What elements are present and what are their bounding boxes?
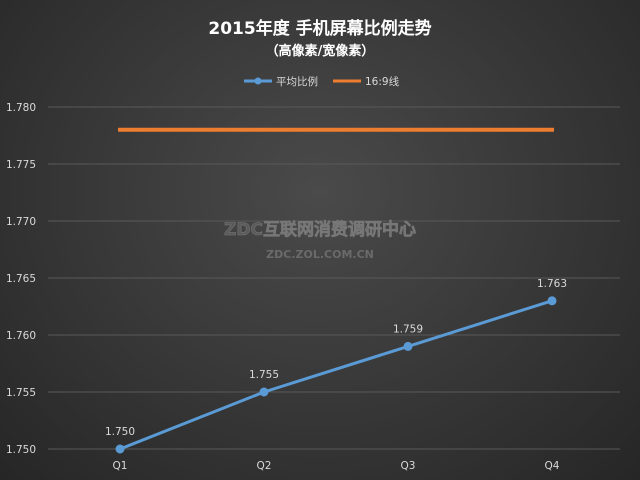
x-tick-label: Q3 xyxy=(401,460,416,472)
y-tick-label: 1.760 xyxy=(6,330,36,342)
data-label: 1.759 xyxy=(393,323,423,335)
y-axis-ticks: 1.750 1.755 1.760 1.765 1.770 1.775 1.780 xyxy=(6,102,36,456)
y-tick-label: 1.750 xyxy=(6,444,36,456)
series xyxy=(115,127,557,454)
chart-subtitle: （高像素/宽像素） xyxy=(266,43,375,59)
x-tick-label: Q2 xyxy=(257,460,272,472)
watermark-line1: ZDC互联网消费调研中心 xyxy=(224,219,416,240)
y-tick-label: 1.770 xyxy=(6,216,36,228)
series-line-average xyxy=(118,299,554,451)
gridlines xyxy=(48,106,620,450)
data-point xyxy=(547,296,557,306)
watermark-line2: ZDC.ZOL.COM.CN xyxy=(266,248,374,261)
data-point xyxy=(259,387,269,397)
legend-marker-average xyxy=(254,77,262,85)
y-tick-label: 1.755 xyxy=(6,387,36,399)
x-tick-label: Q1 xyxy=(113,460,128,472)
y-tick-label: 1.775 xyxy=(6,159,36,171)
x-axis-ticks: Q1 Q2 Q3 Q4 xyxy=(113,460,560,472)
watermark: ZDC互联网消费调研中心 ZDC.ZOL.COM.CN xyxy=(224,219,417,261)
data-point xyxy=(403,341,413,351)
x-tick-label: Q4 xyxy=(545,460,560,472)
legend: 平均比例 16:9线 xyxy=(244,75,400,88)
data-label: 1.763 xyxy=(537,278,567,290)
data-labels: 1.750 1.755 1.759 1.763 xyxy=(105,278,567,438)
y-tick-label: 1.765 xyxy=(6,273,36,285)
legend-label-average: 平均比例 xyxy=(276,75,318,88)
data-label: 1.750 xyxy=(105,426,135,438)
legend-label-16-9: 16:9线 xyxy=(365,75,400,88)
data-label: 1.755 xyxy=(249,369,279,381)
y-tick-label: 1.780 xyxy=(6,102,36,114)
data-point xyxy=(115,444,125,454)
chart-title: 2015年度 手机屏幕比例走势 xyxy=(208,18,431,39)
